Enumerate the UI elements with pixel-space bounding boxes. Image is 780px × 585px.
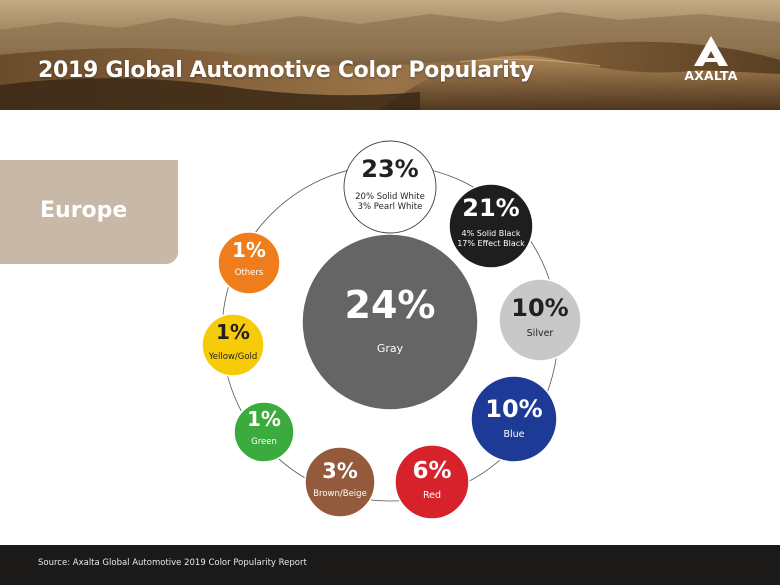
bubble-circle-others [217,231,281,295]
percent-label-red: 6% [412,458,451,484]
percent-label-gray: 24% [345,283,436,327]
color-label-yellow-gold: Yellow/Gold [208,352,258,362]
percent-label-blue: 10% [485,395,542,423]
color-label-others: Others [235,268,264,278]
bubble-circle-4-solid-black [448,183,534,269]
region-label: Europe [40,198,128,223]
color-label-green: Green [251,437,277,447]
desert-dunes-image [0,0,780,110]
bubble-brown-beige: 3% Brown/Beige [304,446,376,518]
bubble-silver: 10% Silver [498,278,582,362]
bubble-circle-silver [498,278,582,362]
breakdown-label: 20% Solid White [355,192,425,202]
axalta-a-icon [694,36,728,66]
axalta-wordmark: AXALTA [684,68,738,83]
footer-bar [0,545,780,585]
percent-label-green: 1% [247,407,281,431]
source-note: Source: Axalta Global Automotive 2019 Co… [38,558,307,568]
breakdown-label: 4% Solid Black [462,229,521,238]
percent-label-4-solid-black: 21% [462,194,519,222]
bubble-others: 1% Others [217,231,281,295]
bubble-yellow-gold: 1% Yellow/Gold [201,313,265,377]
page-title: 2019 Global Automotive Color Popularity [38,58,534,83]
percent-label-20-solid-white: 23% [361,155,418,183]
percent-label-others: 1% [232,238,266,262]
color-label-silver: Silver [527,328,554,339]
bubble-circle-gray [301,233,479,411]
bubble-circle-green [233,401,295,463]
bubble-red: 6% Red [394,444,470,520]
bubble-gray: 24% Gray [301,233,479,411]
bubble-circle-blue [470,375,558,463]
percent-label-brown-beige: 3% [322,459,358,483]
bubble-blue: 10% Blue [470,375,558,463]
bubble-circle-brown-beige [304,446,376,518]
axalta-logo: AXALTA [676,36,746,92]
breakdown-label: 17% Effect Black [457,239,525,248]
color-label-gray: Gray [377,342,404,355]
color-label-blue: Blue [503,429,524,440]
breakdown-label: 3% Pearl White [358,202,423,212]
color-label-brown-beige: Brown/Beige [313,489,367,499]
bubble-green: 1% Green [233,401,295,463]
bubble-circle-yellow-gold [201,313,265,377]
region-tab [0,160,178,264]
bubble-circle-red [394,444,470,520]
header-banner: 2019 Global Automotive Color Popularity … [0,0,780,110]
color-label-red: Red [423,490,441,501]
bubble-circle-20-solid-white [343,140,437,234]
percent-label-silver: 10% [511,294,568,322]
percent-label-yellow-gold: 1% [216,320,250,344]
